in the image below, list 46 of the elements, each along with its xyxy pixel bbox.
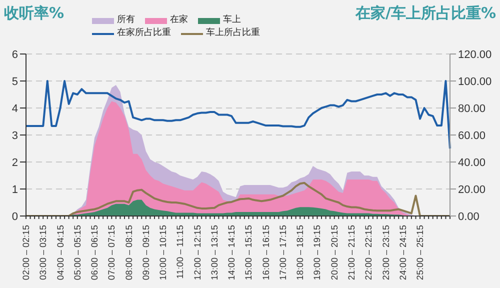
x-tick-label: 24:00 – 24:15 [398, 225, 408, 280]
line-series [25, 80, 451, 150]
x-tick-label: 13:00 – 13:15 [209, 225, 220, 280]
x-tick-label: 19:00 – 19:15 [312, 225, 322, 280]
x-tick-label: 02:00 – 02:15 [21, 225, 31, 280]
y2-tick-label: 100.00 [458, 76, 492, 88]
y-axis-title: 收听率% [4, 4, 64, 23]
y2-tick-label: 0.00 [458, 210, 480, 223]
y2-axis-title: 在家/车上所占比重% [355, 4, 496, 23]
x-tick-label: 06:00 – 06:15 [90, 225, 100, 280]
y2-tick-label: 80.00 [458, 102, 486, 115]
x-tick-label: 14:00 – 14:15 [226, 225, 237, 280]
x-tick-label: 10:00 – 10:15 [158, 225, 168, 280]
x-tick-label: 22:00 – 22:15 [364, 225, 374, 280]
x-tick-label: 04:00 – 04:15 [55, 225, 66, 280]
x-tick-label: 08:00 – 08:15 [124, 225, 134, 280]
x-tick-label: 18:00 – 18:15 [295, 225, 306, 280]
x-tick-label: 25:00 – 25:15 [415, 225, 426, 280]
legend-label: 车上 [222, 14, 241, 27]
y2-tick-label: 40.00 [458, 156, 486, 169]
legend-label: 车上所占比重 [205, 27, 260, 40]
x-tick-label: 15:00 – 15:15 [244, 225, 254, 280]
y2-tick-label: 60.00 [458, 130, 486, 142]
x-tick-label: 05:00 – 05:15 [72, 225, 82, 280]
y-tick-label: 3 [12, 130, 18, 142]
y2-tick-label: 120.00 [458, 48, 492, 61]
x-tick-label: 21:00 – 21:15 [346, 225, 356, 280]
x-tick-label: 11:00 – 11:15 [175, 225, 186, 279]
y-tick-label: 2 [12, 156, 18, 169]
y-tick-label: 5 [12, 76, 18, 88]
legend-label: 在家 [169, 14, 188, 27]
legend-label: 所有 [116, 14, 135, 27]
x-tick-label: 07:00 – 07:15 [106, 225, 117, 280]
x-tick-label: 17:00 – 17:15 [278, 225, 288, 280]
x-tick-label: 03:00 – 03:15 [38, 225, 48, 280]
x-tick-label: 09:00 – 09:15 [140, 225, 151, 280]
y-tick-label: 1 [12, 184, 18, 196]
x-tick-label: 16:00 – 16:15 [260, 225, 271, 280]
x-tick-label: 12:00 – 12:15 [192, 225, 202, 280]
y2-tick-label: 20.00 [458, 184, 486, 196]
y-tick-label: 0 [12, 210, 18, 223]
x-tick-label: 23:00 – 23:15 [380, 225, 391, 280]
y-tick-label: 4 [12, 102, 18, 115]
legend-label: 在家所占比重 [116, 27, 171, 40]
y-tick-label: 6 [12, 48, 18, 61]
x-tick-label: 20:00 – 20:15 [329, 225, 340, 280]
